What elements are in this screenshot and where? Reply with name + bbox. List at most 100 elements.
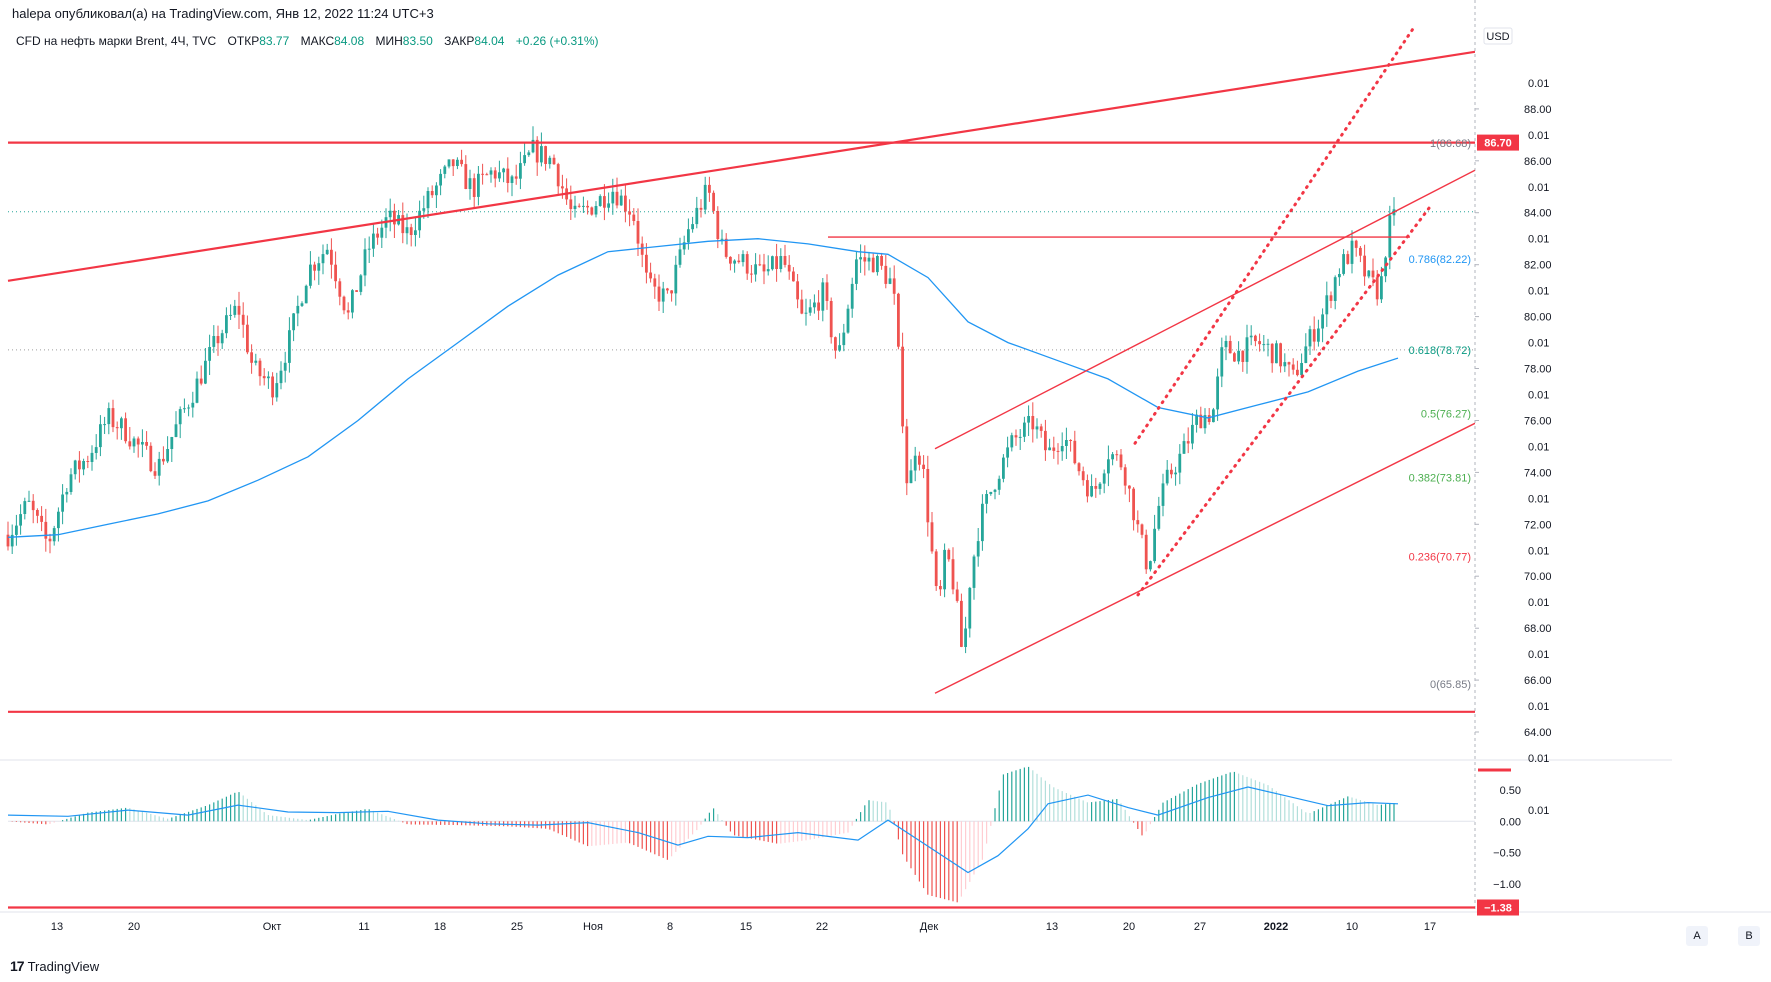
candle-body [1325,295,1329,315]
candle-body [292,313,295,331]
candle-body [258,360,262,377]
secondary-tick-label: 0.01 [1528,182,1549,194]
tradingview-logo[interactable]: 17 TradingView [10,958,99,974]
candle-body [6,534,10,547]
price-tick-label: 86.00 [1524,156,1552,168]
candle-body [1312,329,1316,342]
dotted-trend-line [1136,205,1432,597]
candle-body [1321,314,1324,329]
candle-body [687,229,690,243]
candle-body [884,265,888,284]
candle-body [691,224,694,230]
candle-body [1291,364,1295,370]
candle-body [594,206,598,215]
auto-scale-button[interactable]: A [1686,926,1708,946]
candle-body [65,491,69,495]
x-tick-label: 11 [358,921,369,933]
candle-body [460,159,463,165]
price-tick-label: 80.00 [1524,312,1552,324]
candle-body [372,233,375,249]
log-scale-button[interactable]: B [1738,926,1760,946]
secondary-tick-label: 0.01 [1528,545,1549,557]
candle-body [1371,270,1375,278]
x-tick-label: 22 [816,921,828,933]
candle-body [1283,362,1287,367]
candle-body [456,159,459,166]
candle-body [632,214,636,221]
low-label: МИН [375,34,403,48]
candle-body [531,139,535,153]
x-tick-label: 25 [511,921,523,933]
fib-label: 0(65.85) [1430,679,1471,691]
candle-body [1170,469,1173,475]
axes-layer: 88.0086.0084.0082.0080.0078.0076.0074.00… [51,27,1552,933]
candle-body [376,233,379,238]
secondary-tick-label: 0.01 [1528,805,1549,817]
candle-body [792,271,795,282]
x-tick-label: 10 [1346,921,1358,933]
candle-body [1165,469,1169,484]
candle-body [1216,376,1219,410]
candle-body [342,296,346,311]
ma-line [7,238,1399,538]
trend-line [7,50,1475,282]
candle-body [1107,459,1110,474]
candle-body [905,426,909,484]
candle-body [930,522,934,552]
candle-body [78,460,81,470]
candle-body [976,541,980,557]
price-tick-label: 76.00 [1524,416,1552,428]
low-value: 83.50 [402,34,433,48]
candle-body [317,263,321,271]
price-tick-label: 68.00 [1524,623,1552,635]
candle-body [94,447,98,453]
candle-body [506,168,510,183]
candle-body [1300,363,1303,376]
candle-body [653,278,657,287]
candle-body [27,500,31,502]
candle-body [918,455,921,465]
candle-body [1081,471,1085,481]
candle-body [750,273,753,275]
candle-body [191,402,195,408]
candle-body [825,282,829,301]
candle-body [892,278,896,294]
candle-body [162,458,165,462]
candle-body [82,461,85,470]
candle-body [552,157,556,165]
candle-body [296,305,300,314]
candle-body [183,408,186,410]
candle-body [640,243,644,255]
candle-body [132,438,136,447]
candle-body [208,347,211,361]
candle-body [153,471,157,476]
macd-tick-label: 0.50 [1500,785,1521,797]
candle-body [1266,343,1270,345]
macd-tick-label: −0.50 [1493,848,1521,860]
moving-average-layer [7,238,1399,538]
candle-body [1212,409,1215,423]
candle-body [838,345,841,351]
candle-body [267,376,270,379]
candle-body [1350,240,1354,264]
candle-body [229,314,232,316]
fib-label: 0.382(73.81) [1409,472,1471,484]
candle-body [897,293,900,347]
candle-body [300,303,304,306]
candle-body [1086,480,1089,497]
candle-body [1010,435,1014,448]
candle-body [498,172,501,179]
candle-body [309,264,312,286]
secondary-tick-label: 0.01 [1528,78,1549,90]
candle-body [796,281,799,300]
dotted-trend-line [1133,24,1417,445]
candle-body [477,173,480,197]
candle-body [418,210,421,231]
candle-body [771,256,774,270]
candle-body [262,376,266,379]
price-tick-label: 70.00 [1524,571,1552,583]
candle-body [426,191,430,209]
candle-body [359,275,363,292]
candle-body [577,205,581,207]
